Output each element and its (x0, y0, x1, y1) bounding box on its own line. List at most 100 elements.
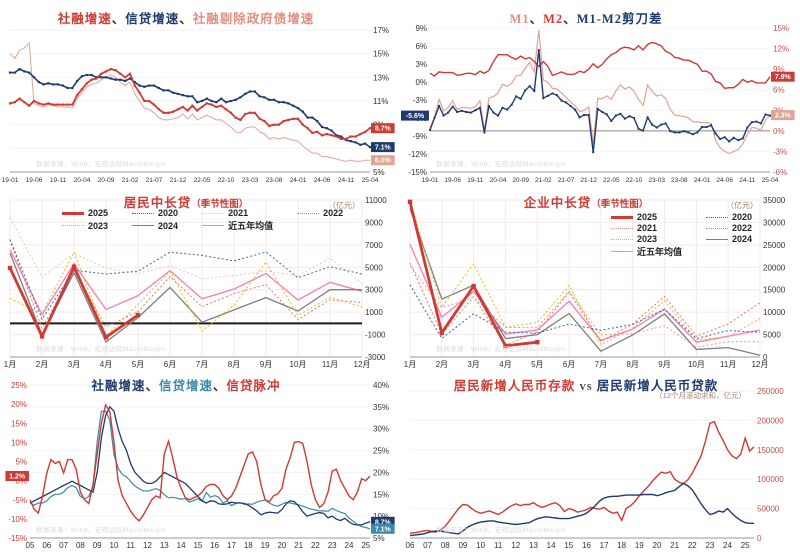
svg-text:13: 13 (160, 541, 169, 550)
chart-title-part: 居民新增人民币贷款 (596, 379, 719, 393)
series-marker (220, 97, 223, 100)
series-marker (565, 101, 567, 104)
series-marker (138, 91, 141, 94)
series-marker (316, 120, 319, 123)
latest-value-badge (401, 110, 429, 121)
series-marker (710, 124, 713, 127)
chart-canvas: 11000 9000 7000 5000 3000 1000 -1000 -3000 1月 2月 3… (4, 196, 387, 369)
source-note: 数据来源：Wind，宏观边际MacroMargin (36, 346, 167, 353)
series-marker (28, 71, 31, 74)
series-marker (287, 102, 290, 105)
legend-label: 2021 (636, 223, 657, 233)
svg-text:25: 25 (741, 541, 750, 550)
series-marker (316, 130, 319, 133)
legend-item-2022: 2022 (705, 223, 752, 233)
svg-text:12月: 12月 (752, 360, 769, 369)
series-marker (234, 98, 237, 101)
series-marker (292, 117, 295, 120)
source-note: 数据来源：Wind，宏观边际MacroMargin (36, 527, 167, 534)
svg-text:6%: 6% (773, 86, 785, 95)
series-marker (76, 94, 79, 97)
series-marker (596, 108, 599, 110)
svg-text:4月: 4月 (100, 360, 112, 369)
series-marker (28, 104, 31, 107)
series-2021 (9, 217, 363, 284)
chart-title-part: 社融增速 (91, 379, 146, 393)
series-marker (619, 112, 622, 115)
series-marker (37, 81, 40, 84)
series-marker (52, 103, 55, 106)
svg-text:15%: 15% (373, 490, 389, 499)
legend-item-2021: 2021 (610, 223, 682, 233)
series-marker (691, 133, 694, 136)
series-marker (364, 130, 367, 133)
svg-text:200000: 200000 (757, 416, 784, 425)
svg-text:24-01: 24-01 (694, 177, 711, 184)
series-marker (578, 116, 581, 119)
series-marker (162, 89, 165, 92)
svg-text:06: 06 (42, 541, 51, 550)
series-marker (229, 111, 232, 114)
series-marker (637, 127, 640, 130)
svg-text:150000: 150000 (757, 446, 784, 455)
series-marker (510, 103, 513, 106)
legend-swatch (705, 238, 728, 240)
series-居民新增人民币存款 (409, 420, 755, 534)
svg-text:18: 18 (617, 541, 626, 550)
series-marker (100, 76, 103, 79)
svg-text:0%: 0% (415, 78, 427, 87)
series-marker (277, 123, 280, 126)
svg-text:15: 15 (564, 541, 573, 550)
series-marker (282, 120, 285, 123)
svg-text:06: 06 (406, 541, 415, 550)
series-marker (66, 103, 69, 106)
series-marker (268, 98, 271, 101)
legend-item-2020: 2020 (132, 208, 178, 218)
svg-text:35000: 35000 (763, 196, 786, 205)
series-信贷增速 (10, 68, 371, 148)
svg-text:30%: 30% (373, 425, 389, 434)
series-marker (642, 129, 645, 132)
series-marker (764, 113, 767, 116)
series-marker (176, 108, 180, 111)
series-marker (143, 85, 146, 88)
series-marker (215, 105, 218, 108)
svg-text:5月: 5月 (531, 360, 543, 369)
svg-text:17%: 17% (373, 26, 389, 35)
series-marker (474, 109, 477, 112)
svg-text:25%: 25% (373, 447, 389, 456)
series-marker (13, 71, 16, 74)
series-marker (124, 79, 127, 82)
svg-text:19-06: 19-06 (444, 177, 461, 184)
series-marker (551, 92, 554, 95)
series-marker (119, 78, 122, 81)
legend-item-2020: 2020 (705, 212, 752, 222)
series-marker (465, 111, 468, 113)
series-marker (296, 117, 300, 120)
series-marker (80, 75, 84, 78)
series-marker (104, 70, 108, 73)
series-marker (487, 105, 490, 107)
chart-title-part: 社融剔除政府债增速 (192, 12, 315, 26)
series-marker (200, 105, 204, 108)
series-信贷增速 (29, 410, 371, 530)
latest-value-text: 8.7% (375, 519, 392, 526)
series-marker (258, 95, 261, 98)
panel-corporate-mlt-loans-seasonal: 企业中长贷（季节性图） （亿元） 2025 2020 2021 2022 2023 202… (400, 190, 800, 375)
series-marker (287, 118, 290, 121)
svg-text:5月: 5月 (132, 360, 144, 369)
chart-title-part: 信贷增速 (125, 12, 180, 26)
legend-item-2025: 2025 (610, 212, 682, 222)
series-marker (7, 265, 13, 271)
svg-text:250000: 250000 (757, 387, 784, 396)
series-marker (23, 101, 26, 104)
series-marker (196, 101, 199, 104)
series-信贷脉冲 (29, 403, 371, 522)
legend-item-2024: 2024 (132, 221, 178, 231)
series-marker (186, 95, 189, 98)
legend-swatch (202, 225, 225, 226)
svg-text:25: 25 (361, 541, 370, 550)
svg-text:7月: 7月 (595, 360, 607, 369)
svg-text:20%: 20% (373, 468, 389, 477)
svg-text:19-11: 19-11 (467, 177, 484, 184)
